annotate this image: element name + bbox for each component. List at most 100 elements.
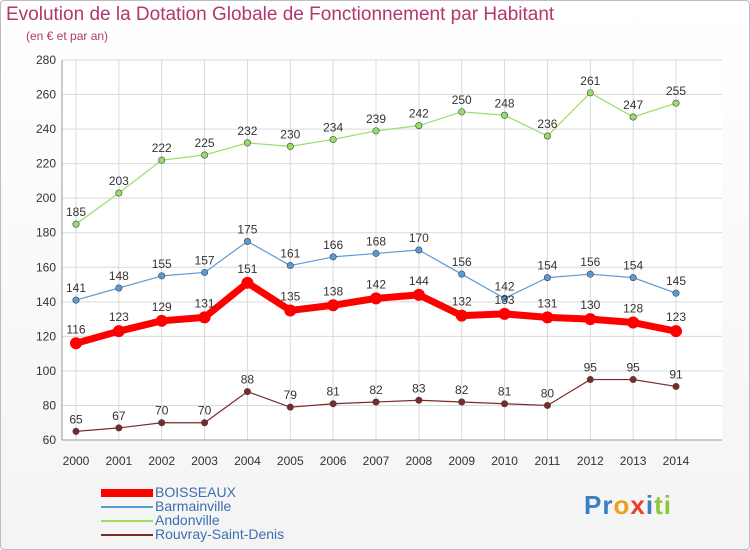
data-label: 83 [412, 381, 426, 395]
data-point [72, 296, 80, 304]
data-point [629, 376, 637, 384]
legend-label: Andonville [155, 512, 220, 528]
x-tick-label: 2006 [320, 454, 347, 468]
data-label: 142 [366, 277, 386, 291]
data-point [72, 427, 80, 435]
data-label: 65 [69, 412, 83, 426]
data-point [115, 189, 123, 197]
data-point [501, 111, 509, 119]
data-label: 154 [537, 259, 557, 273]
data-point [329, 400, 337, 408]
data-point [158, 272, 166, 280]
data-point [415, 396, 423, 404]
data-label: 132 [452, 295, 472, 309]
legend-swatch [101, 489, 153, 497]
data-point [72, 220, 80, 228]
data-label: 242 [409, 107, 429, 121]
x-tick-label: 2014 [663, 454, 690, 468]
data-point [329, 253, 337, 261]
data-label: 67 [112, 409, 126, 423]
data-point [415, 246, 423, 254]
data-label: 82 [369, 383, 383, 397]
chart-subtitle: (en € et par an) [26, 29, 109, 43]
y-tick-label: 80 [43, 398, 57, 412]
data-label: 123 [666, 310, 686, 324]
data-point [670, 325, 682, 338]
data-label: 247 [623, 98, 643, 112]
data-label: 157 [195, 253, 215, 267]
data-point [201, 151, 209, 159]
data-label: 88 [241, 373, 255, 387]
data-point [501, 294, 509, 302]
data-label: 70 [198, 404, 212, 418]
data-point [672, 289, 680, 297]
data-point [629, 113, 637, 121]
data-point [543, 274, 551, 282]
data-point [243, 139, 251, 147]
data-point [629, 274, 637, 282]
series-layer [70, 89, 682, 435]
data-label-layer: 65 67 70 70 88 79 81 82 83 82 81 80 95 95 91 185 203 222 2… [66, 74, 686, 427]
data-point [498, 307, 511, 320]
plot-area [62, 60, 722, 440]
x-tick-label: 2008 [406, 454, 433, 468]
data-point [372, 127, 380, 135]
x-tick-label: 2007 [363, 454, 390, 468]
data-point [284, 304, 297, 317]
data-label: 203 [109, 174, 129, 188]
data-point [543, 132, 551, 140]
data-label: 82 [455, 383, 469, 397]
x-tick-label: 2004 [234, 454, 261, 468]
data-point [455, 309, 468, 322]
data-label: 129 [152, 300, 172, 314]
data-label: 250 [452, 93, 472, 107]
data-label: 230 [280, 127, 300, 141]
data-label: 133 [495, 293, 515, 307]
data-label: 130 [580, 298, 600, 312]
data-label: 239 [366, 112, 386, 126]
data-label: 138 [323, 284, 343, 298]
x-tick-label: 2012 [577, 454, 604, 468]
y-tick-label: 180 [36, 226, 56, 240]
data-label: 225 [195, 136, 215, 150]
data-point [70, 337, 82, 350]
data-point [627, 316, 640, 329]
data-point [286, 142, 294, 150]
data-label: 222 [152, 141, 172, 155]
legend-label: Barmainville [155, 498, 232, 514]
x-tick-label: 2001 [106, 454, 133, 468]
data-label: 95 [626, 361, 640, 375]
data-point [327, 299, 340, 312]
y-tick-label: 220 [36, 157, 56, 171]
data-point [541, 311, 554, 324]
data-label: 170 [409, 231, 429, 245]
data-point [672, 382, 680, 390]
data-point [372, 398, 380, 406]
data-label: 123 [109, 310, 129, 324]
x-tick-label: 2003 [191, 454, 218, 468]
data-label: 81 [498, 385, 512, 399]
data-point [241, 276, 254, 289]
data-label: 141 [66, 281, 86, 295]
y-tick-label: 120 [36, 329, 56, 343]
data-label: 79 [284, 388, 298, 402]
x-tick-label: 2000 [63, 454, 90, 468]
data-point [115, 284, 123, 292]
data-point [412, 288, 425, 301]
data-label: 151 [237, 262, 257, 276]
data-point [372, 249, 380, 257]
data-label: 161 [280, 247, 300, 261]
data-point [201, 419, 209, 427]
legend-label: BOISSEAUX [155, 484, 236, 500]
data-point [415, 122, 423, 130]
y-tick-label: 140 [36, 295, 56, 309]
y-tick-label: 160 [36, 260, 56, 274]
legend-swatch [101, 506, 153, 508]
data-label: 156 [580, 255, 600, 269]
x-tick-label: 2002 [148, 454, 175, 468]
data-point [672, 99, 680, 107]
data-label: 116 [66, 322, 85, 336]
data-point [201, 268, 209, 276]
data-point [543, 401, 551, 409]
